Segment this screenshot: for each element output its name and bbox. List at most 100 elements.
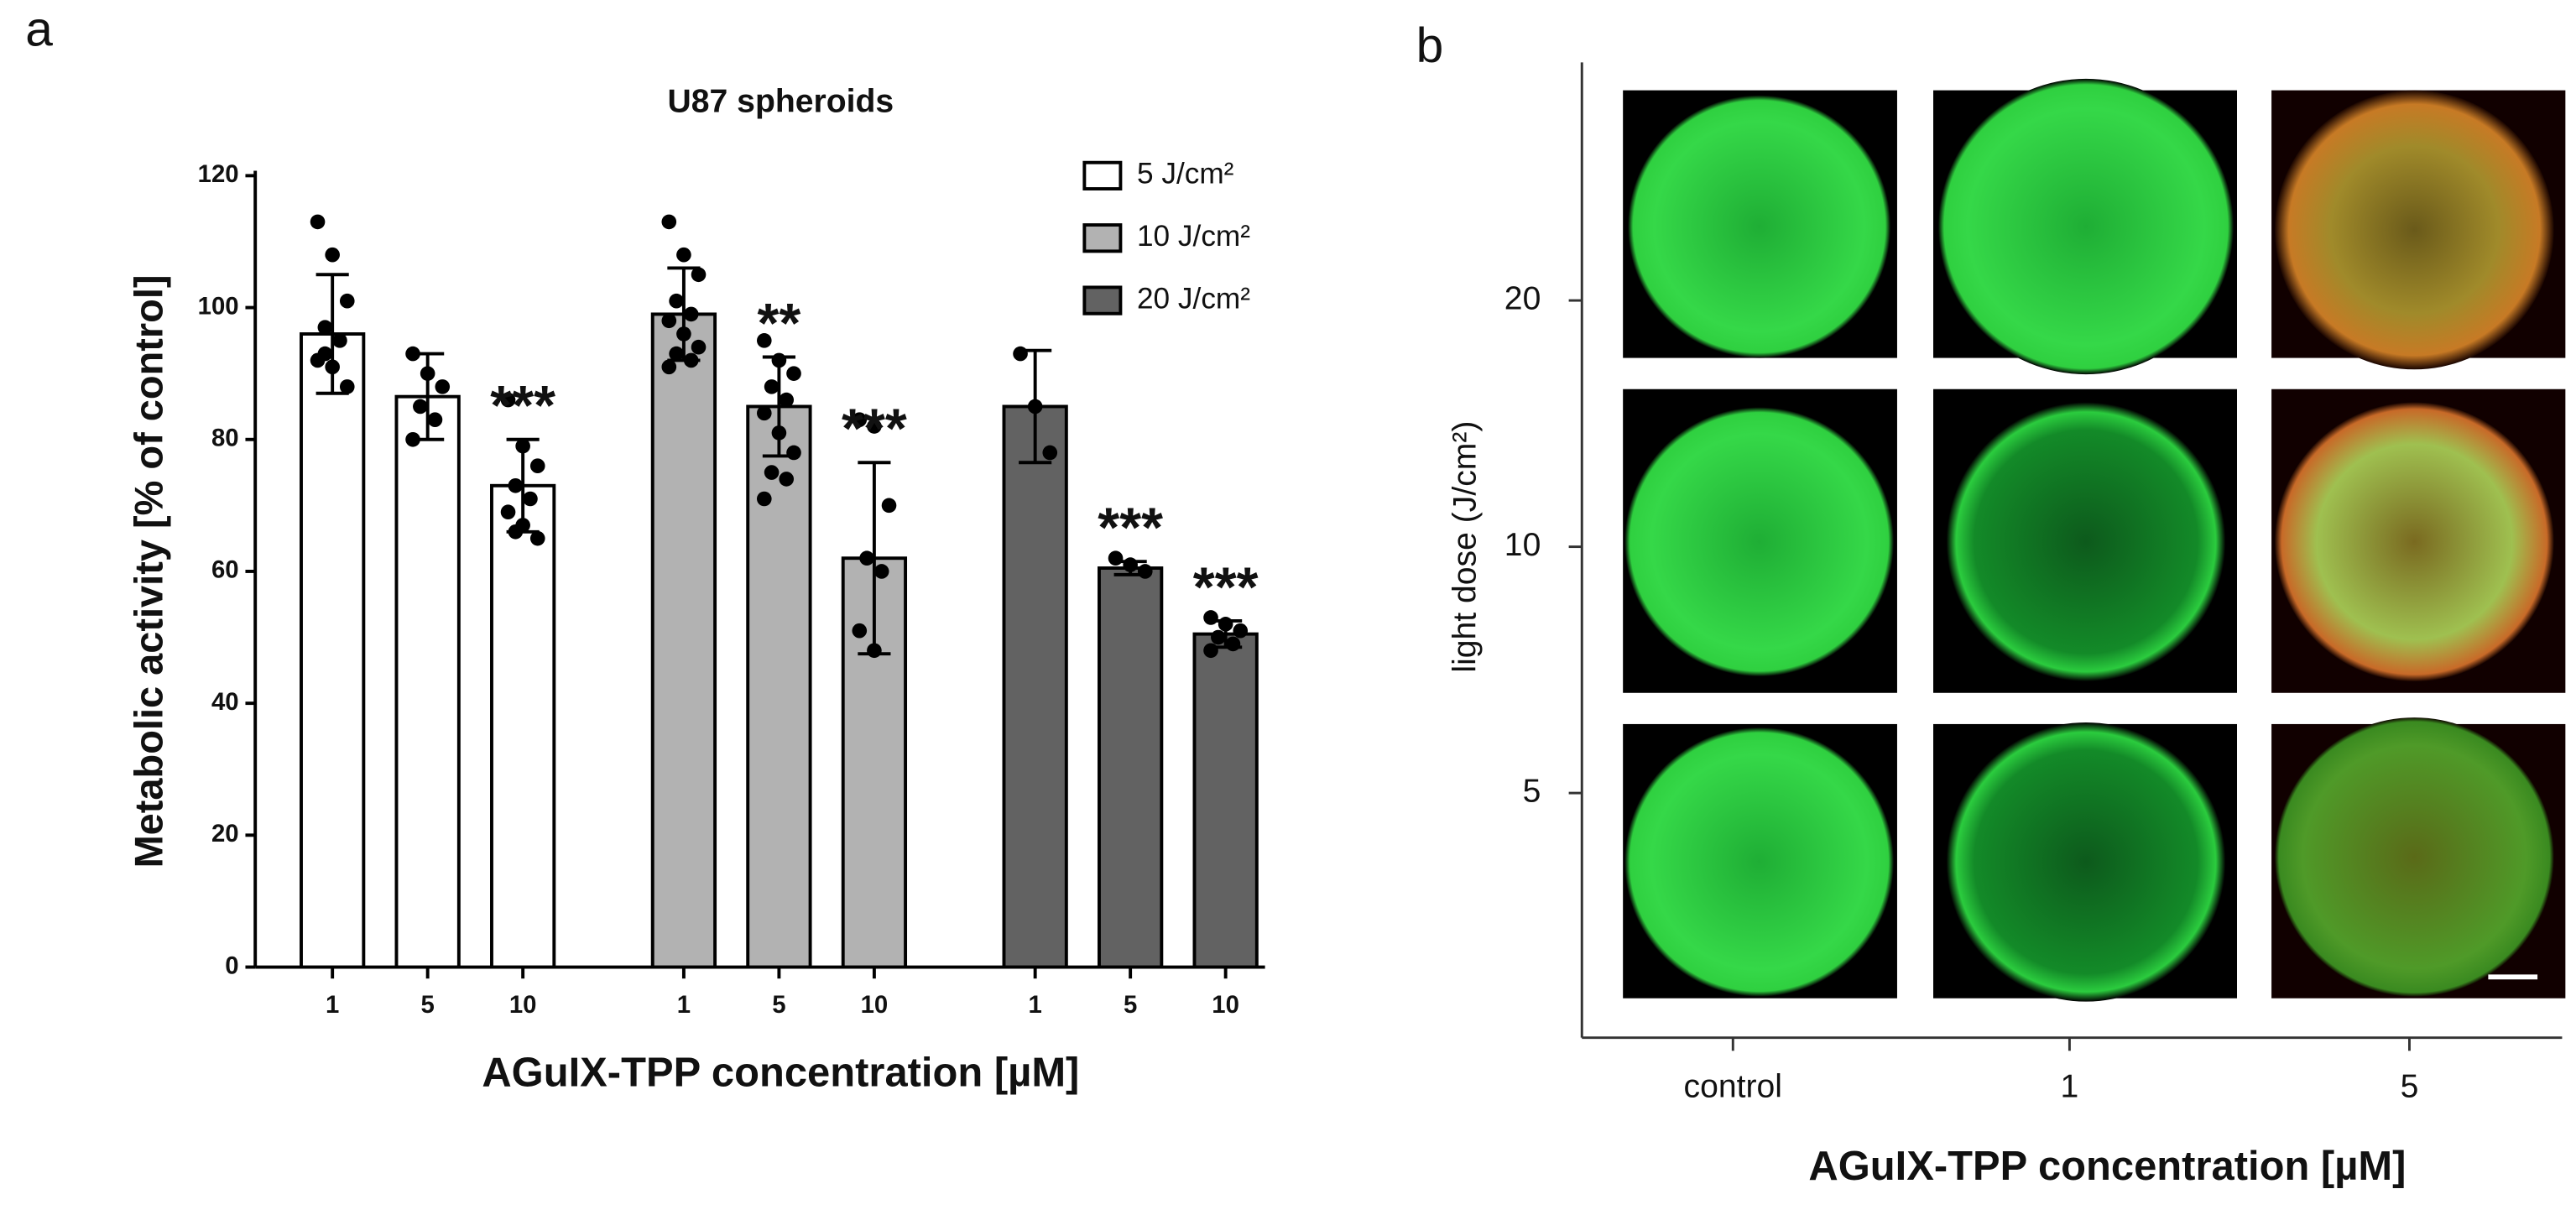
data-point <box>873 564 889 579</box>
y-tick-label: 20 <box>211 820 239 847</box>
x-tick-label: 5 <box>2401 1069 2419 1105</box>
x-axis-label: AGuIX-TPP concentration [µM] <box>1808 1144 2406 1189</box>
x-axis-label: AGuIX-TPP concentration [µM] <box>482 1051 1079 1096</box>
data-point <box>764 379 780 394</box>
data-point <box>676 326 691 342</box>
data-point <box>325 247 340 263</box>
data-point <box>786 445 801 461</box>
panel-label: a <box>25 3 53 57</box>
data-point <box>1108 550 1124 566</box>
data-point <box>325 359 340 375</box>
bar <box>300 332 366 969</box>
data-point <box>683 352 699 368</box>
spheroid <box>1937 78 2234 375</box>
data-point <box>771 425 787 441</box>
spheroid <box>1946 722 2226 1002</box>
bar <box>394 394 461 969</box>
data-point <box>1211 629 1226 645</box>
data-point <box>1218 617 1233 632</box>
y-tick-label: 0 <box>225 952 238 979</box>
data-point <box>676 247 691 263</box>
spheroid <box>1624 727 1895 997</box>
data-point <box>317 320 333 335</box>
significance: *** <box>1193 556 1259 618</box>
data-point <box>683 306 699 322</box>
bar <box>746 404 812 969</box>
data-point <box>339 293 355 309</box>
data-point <box>661 313 677 329</box>
data-point <box>529 530 545 546</box>
data-point <box>756 491 772 507</box>
x-tick-label: 1 <box>677 991 691 1019</box>
data-point <box>1042 445 1058 461</box>
bar <box>1192 632 1259 969</box>
x-tick-label: 10 <box>509 991 537 1019</box>
data-point <box>691 339 707 355</box>
significance: *** <box>1098 498 1163 560</box>
bar <box>650 312 717 969</box>
significance: ** <box>758 293 801 355</box>
x-tick-label: 5 <box>1124 991 1137 1019</box>
data-point <box>859 550 874 566</box>
data-point <box>756 333 772 348</box>
data-point <box>523 491 538 507</box>
data-point <box>339 379 355 394</box>
data-point <box>1203 610 1218 625</box>
spheroid <box>1946 402 2226 682</box>
y-axis-label: Metabolic activity [% of control] <box>126 274 170 868</box>
y-tick-label: 60 <box>211 556 239 584</box>
panel-label: b <box>1416 18 1444 73</box>
data-point <box>1233 623 1249 639</box>
data-point <box>508 524 524 540</box>
data-point <box>1123 557 1138 572</box>
data-point <box>420 366 435 381</box>
data-point <box>691 267 707 283</box>
data-point <box>413 399 428 415</box>
data-point <box>1203 643 1218 659</box>
bar <box>490 483 556 969</box>
legend-label: 20 J/cm² <box>1137 282 1250 315</box>
bar <box>1002 404 1068 969</box>
data-point <box>317 346 333 362</box>
legend-swatch <box>1082 223 1123 253</box>
significance: *** <box>842 399 907 461</box>
data-point <box>867 419 882 434</box>
y-tick-label: 20 <box>1504 280 1541 316</box>
y-tick-label: 80 <box>211 425 239 452</box>
y-tick-label: 120 <box>198 160 239 188</box>
data-point <box>852 623 868 639</box>
data-point <box>500 392 516 408</box>
legend-label: 10 J/cm² <box>1137 220 1250 253</box>
data-point <box>1137 564 1153 579</box>
y-axis-label: light dose (J/cm²) <box>1447 421 1484 673</box>
x-tick-label: 1 <box>326 991 339 1019</box>
data-point <box>771 352 787 368</box>
bar <box>1098 566 1164 969</box>
x-tick-label: 10 <box>1212 991 1239 1019</box>
x-tick-label: 10 <box>861 991 889 1019</box>
data-point <box>786 366 801 381</box>
data-point <box>1027 399 1043 415</box>
data-point <box>515 438 530 454</box>
x-tick-label: 5 <box>420 991 434 1019</box>
significance: *** <box>490 375 555 437</box>
data-point <box>661 214 677 230</box>
data-point <box>661 359 677 375</box>
spheroid <box>1624 407 1895 677</box>
spheroid <box>2275 402 2554 682</box>
legend-label: 5 J/cm² <box>1137 158 1234 190</box>
micrographs <box>1623 78 2566 1002</box>
data-point <box>427 412 443 427</box>
data-point <box>881 498 897 514</box>
y-tick-label: 10 <box>1504 527 1541 563</box>
data-point <box>500 504 516 520</box>
x-tick-label: 5 <box>772 991 785 1019</box>
legend-swatch <box>1082 160 1123 190</box>
x-tick-label: 1 <box>2061 1069 2079 1105</box>
data-point <box>669 346 684 362</box>
y-tick-label: 40 <box>211 688 239 716</box>
data-point <box>852 412 868 427</box>
data-point <box>310 214 326 230</box>
